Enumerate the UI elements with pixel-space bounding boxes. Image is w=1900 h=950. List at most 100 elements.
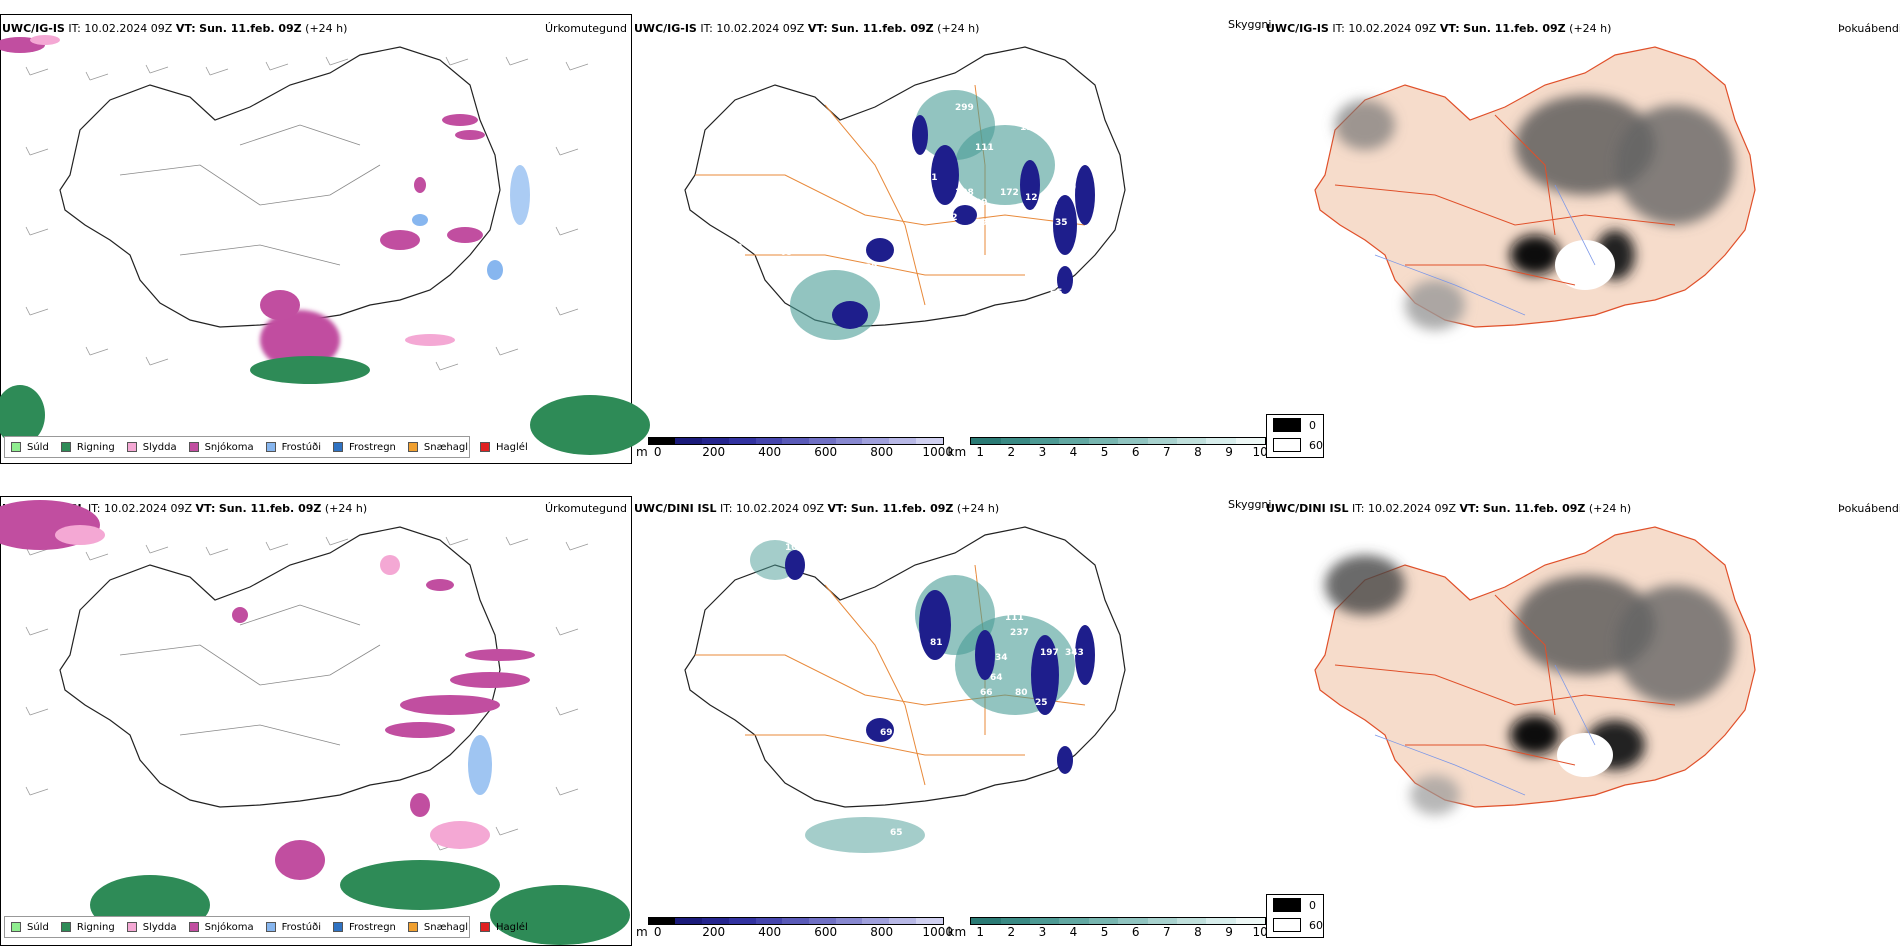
- visibility-value: 108: [910, 238, 929, 248]
- vt-value: Sun. 11.feb. 09Z: [199, 22, 302, 35]
- visibility-value: 40: [1065, 293, 1078, 303]
- legend-swatch: [188, 442, 199, 452]
- visibility-value: 237: [1010, 628, 1029, 638]
- legend-label: Snæhagl: [423, 921, 469, 933]
- fog-map-row1: [1314, 46, 1756, 330]
- legend-label: Rigning: [76, 921, 115, 933]
- header-row1-fog: UWC/IG-IS IT: 10.02.2024 09Z VT: Sun. 11…: [1266, 22, 1611, 35]
- model-name: UWC/DINI ISL: [634, 502, 717, 515]
- visibility-map-row1: 299 138 111 61 91 108 12 172 99 18 9 72 39 37 35 63 108 7…: [684, 46, 1126, 403]
- scale-unit-m: m: [636, 445, 648, 459]
- visibility-value: 9: [1070, 183, 1076, 193]
- scale-tick: 4: [1069, 445, 1078, 459]
- legend-label: Frostregn: [349, 441, 396, 453]
- it-label: IT:: [68, 22, 81, 35]
- header-row2-precip: UWC/DINI ISL IT: 10.02.2024 09Z VT: Sun.…: [2, 502, 367, 515]
- visibility-value: 152: [955, 553, 974, 563]
- vt-label: VT:: [827, 502, 848, 515]
- panel-title-fog: Þokuábendi: [1838, 502, 1900, 515]
- visibility-value: 12: [1025, 193, 1038, 203]
- scale-cell: [1235, 918, 1266, 924]
- header-row2-vis: UWC/DINI ISL IT: 10.02.2024 09Z VT: Sun.…: [634, 502, 999, 515]
- legend-label: Súld: [27, 441, 49, 453]
- legend-item-7: Haglél: [480, 922, 528, 933]
- fog-legend-row: 0: [1267, 895, 1323, 915]
- vt-label: VT:: [1459, 502, 1480, 515]
- legend-item-4: Frostúði: [265, 922, 321, 933]
- legend-label: Slydda: [142, 921, 177, 933]
- legend-label: Frostregn: [349, 921, 396, 933]
- scale-cell: [675, 918, 703, 924]
- precip-legend: Súld Rigning Slydda Snjókoma Frostúði Frostre…: [4, 436, 528, 458]
- scale-tick: 200: [702, 925, 726, 939]
- model-name: UWC/IG-IS: [634, 22, 697, 35]
- scale-tick: 3: [1038, 445, 1047, 459]
- fog-swatch: [1273, 438, 1301, 452]
- scale-tick: 2: [1007, 925, 1016, 939]
- scale-cell: [1029, 918, 1060, 924]
- legend-label: Snjókoma: [204, 921, 254, 933]
- scale-tick: 3: [1038, 925, 1047, 939]
- precip-legend: Súld Rigning Slydda Snjókoma Frostúði Frostre…: [4, 916, 528, 938]
- legend-swatch: [333, 442, 343, 452]
- legend-label: Súld: [27, 921, 49, 933]
- scale-unit-km: km: [947, 445, 967, 459]
- scale-tick: 9: [1225, 445, 1233, 459]
- visibility-value: 63: [780, 248, 793, 258]
- visibility-value: 81: [930, 638, 943, 648]
- visibility-value: 172: [1000, 188, 1019, 198]
- scale-cell: [915, 438, 943, 444]
- scale-cell: [1059, 438, 1089, 444]
- model-name: UWC/IG-IS: [2, 22, 65, 35]
- scale-cell: [971, 918, 1001, 924]
- it-value: 10.02.2024 09Z: [1348, 22, 1437, 35]
- visibility-value: 74: [990, 738, 1003, 748]
- scale-tick: 1000: [922, 445, 953, 459]
- scale-cell: [1206, 438, 1236, 444]
- scale-tick: 400: [758, 925, 782, 939]
- visibility-value: 105: [850, 363, 869, 373]
- scale-cell: [835, 918, 863, 924]
- legend-item-2: Slydda: [126, 921, 177, 933]
- scale-tick: 8: [1194, 925, 1202, 939]
- visibility-scale: m 0 200 400 600 800 1000 km 1 2 3 4 5 6 7 8 9 10: [636, 437, 1268, 459]
- visibility-value: 64: [990, 673, 1003, 683]
- panel-title-precip: Úrkomutegund: [545, 502, 627, 515]
- legend-item-0: Súld: [11, 922, 49, 933]
- scale-tick: 9: [1225, 925, 1233, 939]
- scale-tick: 400: [758, 445, 782, 459]
- model-name: UWC/IG-IS: [1266, 22, 1329, 35]
- visibility-value: 12: [1070, 598, 1083, 608]
- scale-cell: [862, 438, 890, 444]
- scale-cell: [1000, 438, 1030, 444]
- scale-cell: [648, 438, 676, 444]
- visibility-value: 85: [1005, 768, 1018, 778]
- visibility-value: 118: [920, 743, 939, 753]
- scale-tick: 10: [1252, 445, 1268, 459]
- scale-cell: [702, 918, 729, 924]
- model-name: UWC/DINI ISL: [2, 502, 85, 515]
- visibility-value: 92: [1065, 258, 1078, 268]
- fog-map-row2: [1314, 526, 1756, 815]
- legend-swatch: [265, 442, 276, 452]
- legend-label: Haglél: [496, 921, 528, 933]
- visibility-value: 168: [970, 568, 989, 578]
- scale-section-km: 1 2 3 4 5 6 7 8 9 10: [970, 437, 1268, 459]
- visibility-value: 18: [1045, 198, 1058, 208]
- fog-legend-label: 0: [1309, 418, 1316, 432]
- visibility-value: 42: [730, 243, 743, 253]
- legend-item-1: Rigning: [60, 921, 115, 933]
- visibility-value: 39: [975, 218, 988, 228]
- visibility-value: 86: [1040, 743, 1053, 753]
- legend-item-5: Frostregn: [333, 442, 396, 453]
- scale-tick: 7: [1163, 925, 1171, 939]
- legend-item-3: Snjókoma: [188, 921, 254, 933]
- precip-map-frame: [0, 496, 632, 946]
- legend-swatch: [480, 442, 491, 452]
- scale-tick: 800: [870, 445, 894, 459]
- legend-label: Rigning: [76, 441, 115, 453]
- model-name: UWC/DINI ISL: [1266, 502, 1349, 515]
- scale-tick: 1000: [922, 925, 953, 939]
- fog-legend-row: 0: [1267, 415, 1323, 435]
